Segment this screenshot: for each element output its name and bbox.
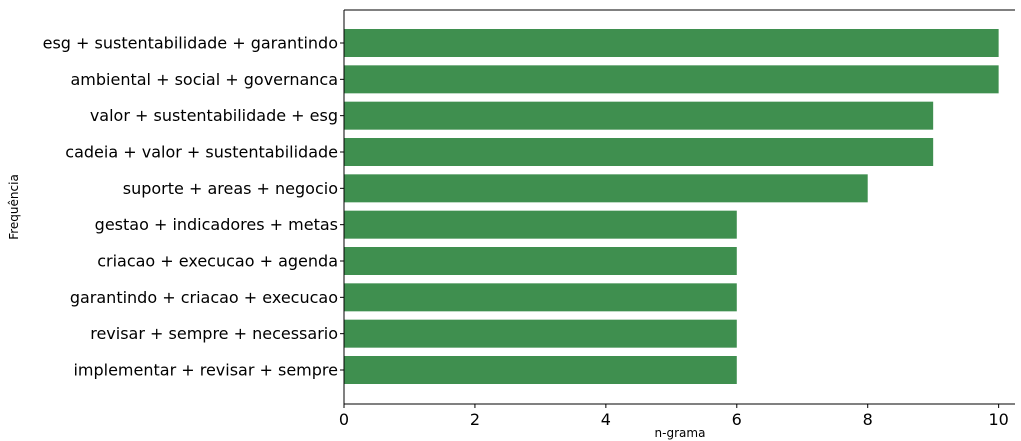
- bar: [344, 283, 737, 312]
- y-tick-label: criacao + execucao + agenda: [97, 252, 338, 271]
- x-tick-label: 4: [601, 410, 611, 429]
- bars: [344, 29, 999, 384]
- y-tick-label: garantindo + criacao + execucao: [70, 288, 338, 307]
- x-tick-label: 0: [339, 410, 349, 429]
- bar: [344, 29, 999, 57]
- x-tick-label: 6: [732, 410, 742, 429]
- y-tick-label: implementar + revisar + sempre: [73, 361, 338, 380]
- y-tick-label: valor + sustentabilidade + esg: [90, 106, 338, 125]
- bar: [344, 101, 934, 130]
- x-tick-label: 8: [863, 410, 873, 429]
- axes: [343, 9, 1015, 405]
- y-tick-label: revisar + sempre + necessario: [90, 324, 338, 343]
- y-tick-label: esg + sustentabilidade + garantindo: [43, 34, 338, 53]
- y-tick-labels: esg + sustentabilidade + garantindo ambie…: [43, 34, 344, 380]
- y-tick-label: ambiental + social + governanca: [70, 70, 338, 89]
- bar: [344, 356, 737, 384]
- x-tick-labels: 0 2 4 6 8 10: [339, 404, 1009, 429]
- y-tick-label: gestao + indicadores + metas: [95, 215, 338, 234]
- y-axis-title: Frequência: [7, 174, 21, 240]
- bar: [344, 319, 737, 348]
- bar: [344, 174, 868, 203]
- x-tick-label: 2: [470, 410, 480, 429]
- x-tick-label: 10: [988, 410, 1008, 429]
- bar: [344, 247, 737, 275]
- y-tick-label: suporte + areas + negocio: [123, 179, 338, 198]
- bar: [344, 65, 999, 94]
- x-axis-title: n-grama: [655, 426, 706, 440]
- bar: [344, 210, 737, 239]
- bar: [344, 138, 934, 166]
- y-tick-label: cadeia + valor + sustentabilidade: [65, 143, 338, 162]
